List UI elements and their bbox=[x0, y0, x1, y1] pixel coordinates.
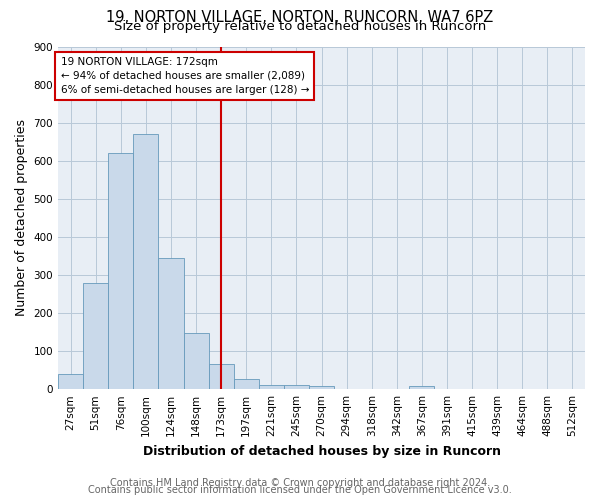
X-axis label: Distribution of detached houses by size in Runcorn: Distribution of detached houses by size … bbox=[143, 444, 500, 458]
Bar bbox=[133, 134, 158, 389]
Bar bbox=[209, 364, 233, 389]
Text: Contains public sector information licensed under the Open Government Licence v3: Contains public sector information licen… bbox=[88, 485, 512, 495]
Bar bbox=[83, 284, 108, 389]
Bar bbox=[284, 386, 309, 389]
Text: Contains HM Land Registry data © Crown copyright and database right 2024.: Contains HM Land Registry data © Crown c… bbox=[110, 478, 490, 488]
Bar bbox=[233, 378, 259, 389]
Bar bbox=[259, 384, 284, 389]
Y-axis label: Number of detached properties: Number of detached properties bbox=[15, 120, 28, 316]
Bar bbox=[409, 386, 434, 389]
Text: Size of property relative to detached houses in Runcorn: Size of property relative to detached ho… bbox=[114, 20, 486, 33]
Bar bbox=[58, 374, 83, 389]
Bar bbox=[158, 258, 184, 389]
Bar bbox=[108, 153, 133, 389]
Text: 19 NORTON VILLAGE: 172sqm
← 94% of detached houses are smaller (2,089)
6% of sem: 19 NORTON VILLAGE: 172sqm ← 94% of detac… bbox=[61, 57, 309, 95]
Bar bbox=[184, 333, 209, 389]
Text: 19, NORTON VILLAGE, NORTON, RUNCORN, WA7 6PZ: 19, NORTON VILLAGE, NORTON, RUNCORN, WA7… bbox=[106, 10, 494, 25]
Bar bbox=[309, 386, 334, 389]
